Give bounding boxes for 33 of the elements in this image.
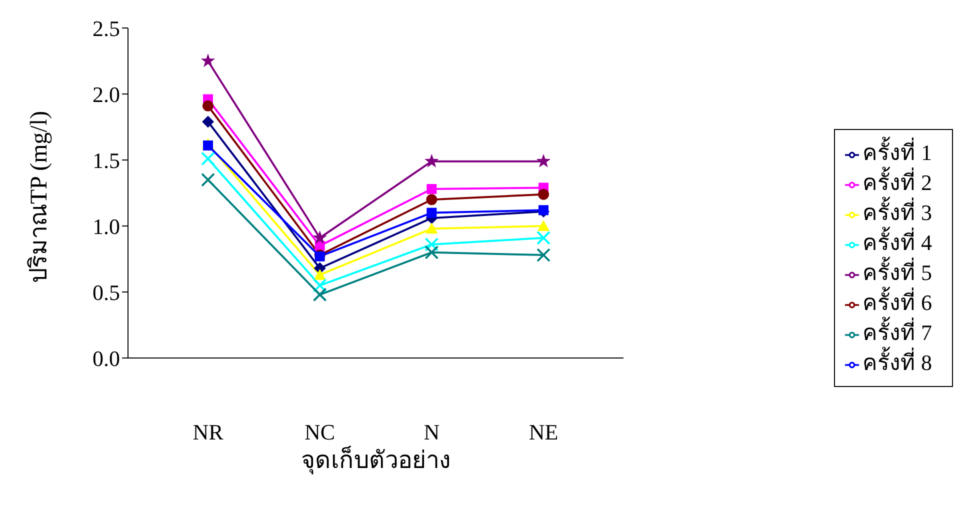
y-tick-label: 1.0 bbox=[92, 214, 120, 239]
y-tick-label: 0.0 bbox=[92, 346, 120, 371]
point bbox=[202, 100, 214, 112]
x-tick-label: NC bbox=[304, 420, 336, 445]
x-axis-title: จุดเก็บตัวอย่าง bbox=[300, 445, 451, 475]
y-axis-title: ปริมาณTP (mg/l) bbox=[26, 110, 53, 283]
point bbox=[424, 237, 439, 252]
point bbox=[312, 230, 327, 244]
x-tick-label: NE bbox=[528, 420, 558, 445]
point bbox=[201, 172, 215, 187]
point bbox=[202, 116, 214, 128]
point bbox=[538, 220, 550, 231]
point bbox=[536, 230, 550, 245]
y-tick-label: 2.5 bbox=[92, 16, 120, 41]
point bbox=[538, 188, 549, 200]
y-tick-label: 1.5 bbox=[92, 148, 120, 173]
point bbox=[312, 278, 327, 292]
point bbox=[200, 54, 216, 68]
point bbox=[426, 194, 438, 206]
point bbox=[536, 154, 551, 168]
x-tick-label: NR bbox=[192, 420, 224, 445]
point bbox=[536, 248, 550, 262]
y-tick-label: 2.0 bbox=[92, 82, 120, 107]
point bbox=[201, 152, 215, 166]
x-tick-label: N bbox=[424, 420, 440, 445]
point bbox=[312, 288, 327, 302]
point bbox=[314, 268, 326, 280]
point bbox=[426, 208, 437, 218]
y-tick-label: 0.5 bbox=[92, 280, 120, 305]
point bbox=[424, 154, 439, 168]
point bbox=[426, 184, 437, 194]
point bbox=[426, 222, 438, 234]
point bbox=[424, 245, 439, 260]
